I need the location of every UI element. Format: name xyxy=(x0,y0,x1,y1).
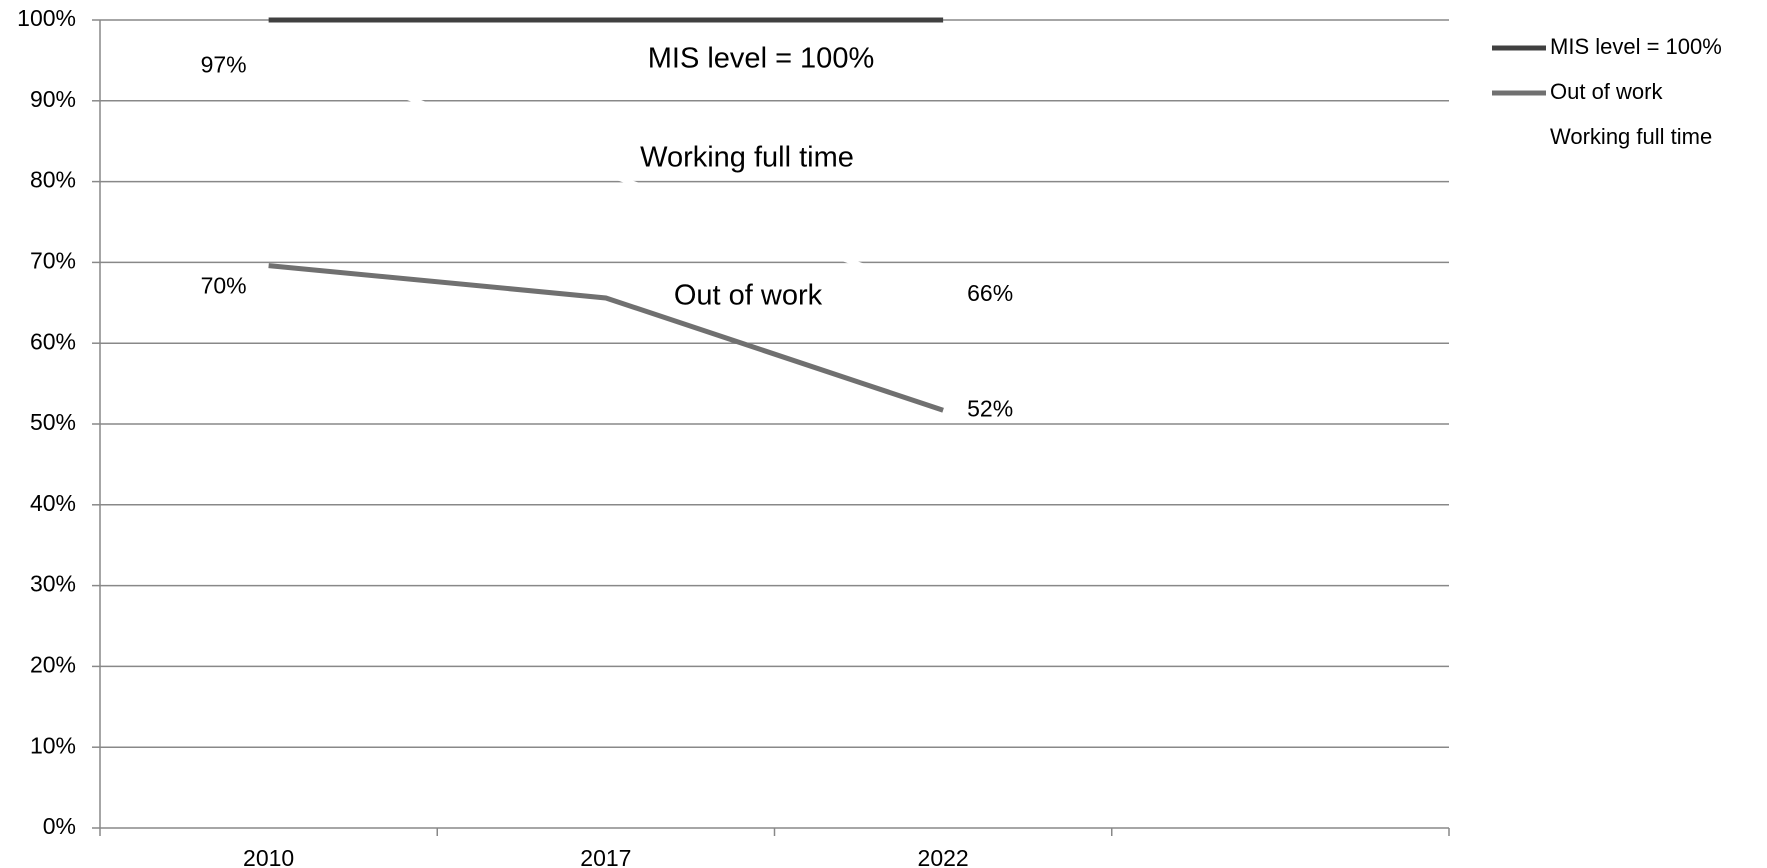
annotation: MIS level = 100% xyxy=(648,43,874,75)
y-tick-label: 20% xyxy=(30,651,76,677)
x-tick-label: 2010 xyxy=(243,845,294,868)
y-tick-label: 80% xyxy=(30,167,76,193)
legend-label: Working full time xyxy=(1550,124,1712,149)
y-tick-label: 0% xyxy=(43,813,76,839)
y-tick-label: 10% xyxy=(30,732,76,758)
data-label: 70% xyxy=(201,273,247,299)
x-tick-label: 2017 xyxy=(580,845,631,868)
x-tick-label: 2022 xyxy=(918,845,969,868)
y-tick-label: 60% xyxy=(30,328,76,354)
series-line xyxy=(267,41,944,298)
y-tick-label: 100% xyxy=(17,5,76,31)
y-tick-label: 40% xyxy=(30,490,76,516)
legend-label: Out of work xyxy=(1550,79,1663,104)
data-label: 52% xyxy=(967,395,1013,421)
data-label: 66% xyxy=(967,280,1013,306)
y-tick-label: 70% xyxy=(30,247,76,273)
y-tick-label: 30% xyxy=(30,571,76,597)
data-label: 97% xyxy=(201,51,247,77)
legend-label: MIS level = 100% xyxy=(1550,34,1722,59)
annotation: Out of work xyxy=(674,280,823,312)
annotation: Working full time xyxy=(640,142,854,174)
y-tick-label: 90% xyxy=(30,86,76,112)
y-tick-label: 50% xyxy=(30,409,76,435)
series-line xyxy=(268,263,944,413)
